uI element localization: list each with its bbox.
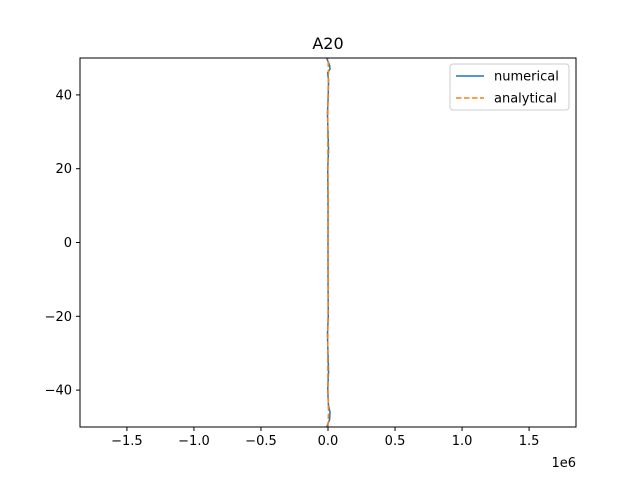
y-axis: −40 −20 0 20 40 — [45, 88, 80, 399]
series-layer — [325, 57, 331, 428]
legend-label: analytical — [494, 92, 557, 107]
y-tick-label: 0 — [64, 236, 72, 251]
x-axis: −1.5 −1.0 −0.5 0.0 0.5 1.0 1.5 — [111, 427, 539, 449]
series-analytical — [326, 57, 330, 428]
y-tick-label: −20 — [45, 310, 72, 325]
legend: numerical analytical — [449, 63, 570, 111]
y-tick-label: 20 — [55, 162, 72, 177]
legend-label: numerical — [494, 70, 559, 85]
x-tick-label: −1.0 — [178, 434, 210, 449]
x-tick-label: −1.5 — [111, 434, 143, 449]
chart-title: A20 — [312, 34, 343, 53]
x-tick-label: 1.0 — [452, 434, 473, 449]
x-offset-label: 1e6 — [551, 456, 576, 471]
x-tick-label: 1.5 — [519, 434, 540, 449]
x-tick-label: −0.5 — [245, 434, 277, 449]
y-tick-label: −40 — [45, 384, 72, 399]
y-tick-label: 40 — [55, 88, 72, 103]
x-tick-label: 0.5 — [385, 434, 406, 449]
x-tick-label: 0.0 — [318, 434, 339, 449]
